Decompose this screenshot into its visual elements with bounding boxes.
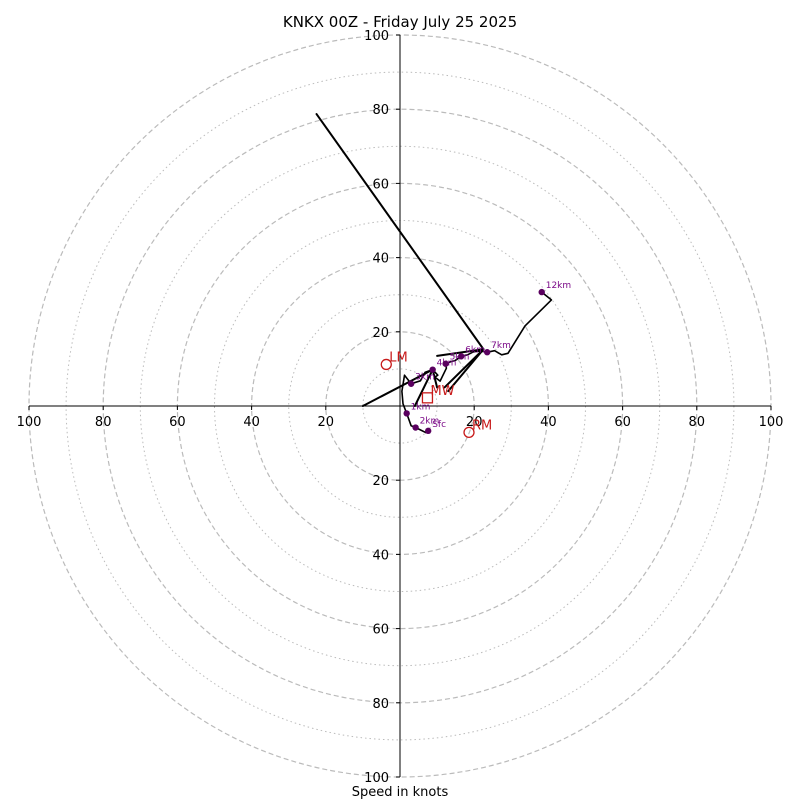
x-tick-label: 60 (169, 415, 186, 430)
y-tick-label: 60 (372, 177, 389, 192)
storm-motion-marker (380, 358, 392, 371)
x-tick-label: 20 (318, 415, 335, 430)
height-marker-label: 3km (415, 373, 435, 383)
hodograph-trace (401, 291, 553, 434)
height-marker-dot (429, 366, 436, 373)
x-tick-label: 100 (759, 415, 784, 430)
y-tick-label: 60 (372, 623, 389, 638)
y-tick-labels: 100 80 60 40 20 20 40 60 80 100 (364, 29, 400, 786)
chart-title: KNKX 00Z - Friday July 25 2025 (283, 13, 517, 31)
storm-motion-marker (463, 426, 475, 438)
height-marker-label: 2km (420, 417, 440, 427)
x-tick-label: 40 (243, 415, 260, 430)
height-marker-dot (483, 349, 491, 356)
shear-vector (436, 348, 485, 357)
y-tick-label: 40 (372, 548, 389, 563)
shear-vector (361, 368, 434, 407)
storm-motion-label: LM (389, 350, 407, 365)
height-marker-dot (403, 410, 410, 417)
storm-motion-vectors (315, 113, 485, 407)
hodograph-line (401, 291, 553, 434)
x-tick-label: 60 (614, 415, 631, 430)
y-tick-label: 100 (364, 771, 389, 786)
storm-motion-label: MW (430, 384, 454, 399)
height-marker-dot (458, 353, 465, 360)
x-tick-label: 20 (466, 415, 483, 430)
height-markers: Sfc1km2km3km4km5km6km7km12km (403, 281, 571, 435)
height-marker-label: Sfc (432, 420, 446, 430)
x-tick-labels: 100 80 60 40 20 20 40 60 80 100 (17, 406, 784, 430)
height-marker-label: 12km (546, 281, 571, 291)
height-marker-dot (412, 424, 419, 431)
y-tick-label: 80 (372, 103, 389, 118)
y-tick-label: 40 (372, 252, 389, 267)
y-tick-label: 20 (372, 326, 389, 341)
storm-motion-marker (421, 392, 434, 404)
x-tick-label: 80 (689, 415, 706, 430)
y-tick-label: 20 (372, 474, 389, 489)
shear-vector (315, 113, 485, 351)
storm-motion-label: RM (472, 418, 492, 433)
height-marker-dot (538, 288, 545, 296)
x-axis-label: Speed in knots (352, 785, 449, 800)
shear-vector (447, 348, 485, 393)
x-tick-label: 40 (540, 415, 557, 430)
height-marker-dot (442, 360, 449, 367)
storm-motion-markers: LM RM MW (380, 350, 492, 438)
height-marker-label: 7km (491, 341, 511, 351)
axes (29, 35, 771, 777)
y-tick-label: 80 (372, 697, 389, 712)
shear-vector (413, 368, 434, 407)
height-marker-label: 1km (411, 402, 431, 412)
height-marker-dot (424, 427, 432, 435)
x-tick-label: 100 (17, 415, 42, 430)
height-marker-label: 6km (465, 345, 485, 355)
x-tick-label: 80 (95, 415, 112, 430)
y-tick-label: 100 (364, 29, 389, 44)
height-marker-dot (407, 380, 415, 387)
